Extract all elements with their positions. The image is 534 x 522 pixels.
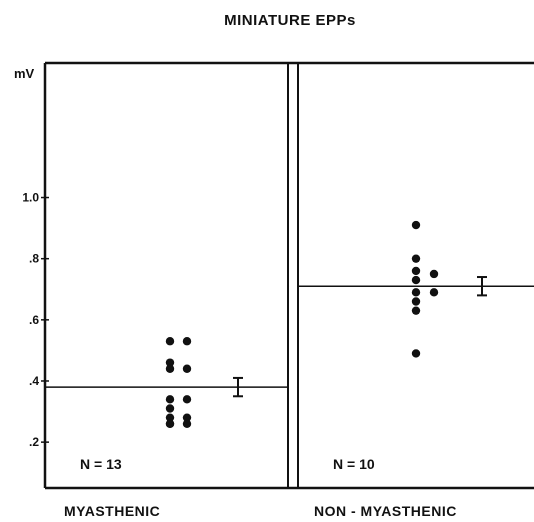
y-tick-label: .4	[29, 374, 39, 388]
data-point	[165, 419, 175, 428]
data-point	[182, 364, 192, 373]
y-axis-unit-label: mV	[14, 66, 35, 81]
data-point	[165, 404, 175, 413]
y-tick-label: .6	[29, 313, 39, 327]
data-point	[165, 395, 175, 404]
data-point	[411, 254, 421, 263]
y-tick-label: .2	[29, 435, 39, 449]
data-point	[165, 364, 175, 373]
y-tick-label: 1.0	[22, 191, 39, 205]
myasthenic-group-label: MYASTHENIC	[64, 503, 160, 519]
data-point	[411, 220, 421, 230]
data-point	[165, 358, 175, 367]
non-myasthenic-n-label: N = 10	[333, 456, 375, 472]
non-myasthenic-group-label: NON - MYASTHENIC	[314, 503, 457, 519]
y-axis-ticks: 1.0 .8 .6 .4 .2	[22, 191, 49, 449]
data-point	[411, 349, 421, 358]
data-point	[411, 266, 421, 276]
data-point	[182, 337, 192, 346]
mean-lines	[45, 285, 534, 388]
data-point	[411, 288, 421, 297]
data-point	[411, 297, 421, 306]
plot-frame	[43, 61, 534, 490]
data-point	[165, 337, 175, 346]
chart-title: MINIATURE EPPs	[224, 12, 356, 29]
myasthenic-n-label: N = 13	[80, 456, 122, 472]
data-point	[411, 306, 421, 315]
data-point	[182, 419, 192, 428]
y-tick-label: .8	[29, 252, 39, 266]
data-point	[165, 413, 175, 422]
data-point	[429, 288, 439, 297]
data-point	[182, 413, 192, 422]
data-points	[165, 220, 439, 428]
data-point	[429, 269, 439, 279]
data-point	[182, 395, 192, 404]
error-bars	[233, 276, 487, 398]
data-point	[411, 275, 421, 285]
